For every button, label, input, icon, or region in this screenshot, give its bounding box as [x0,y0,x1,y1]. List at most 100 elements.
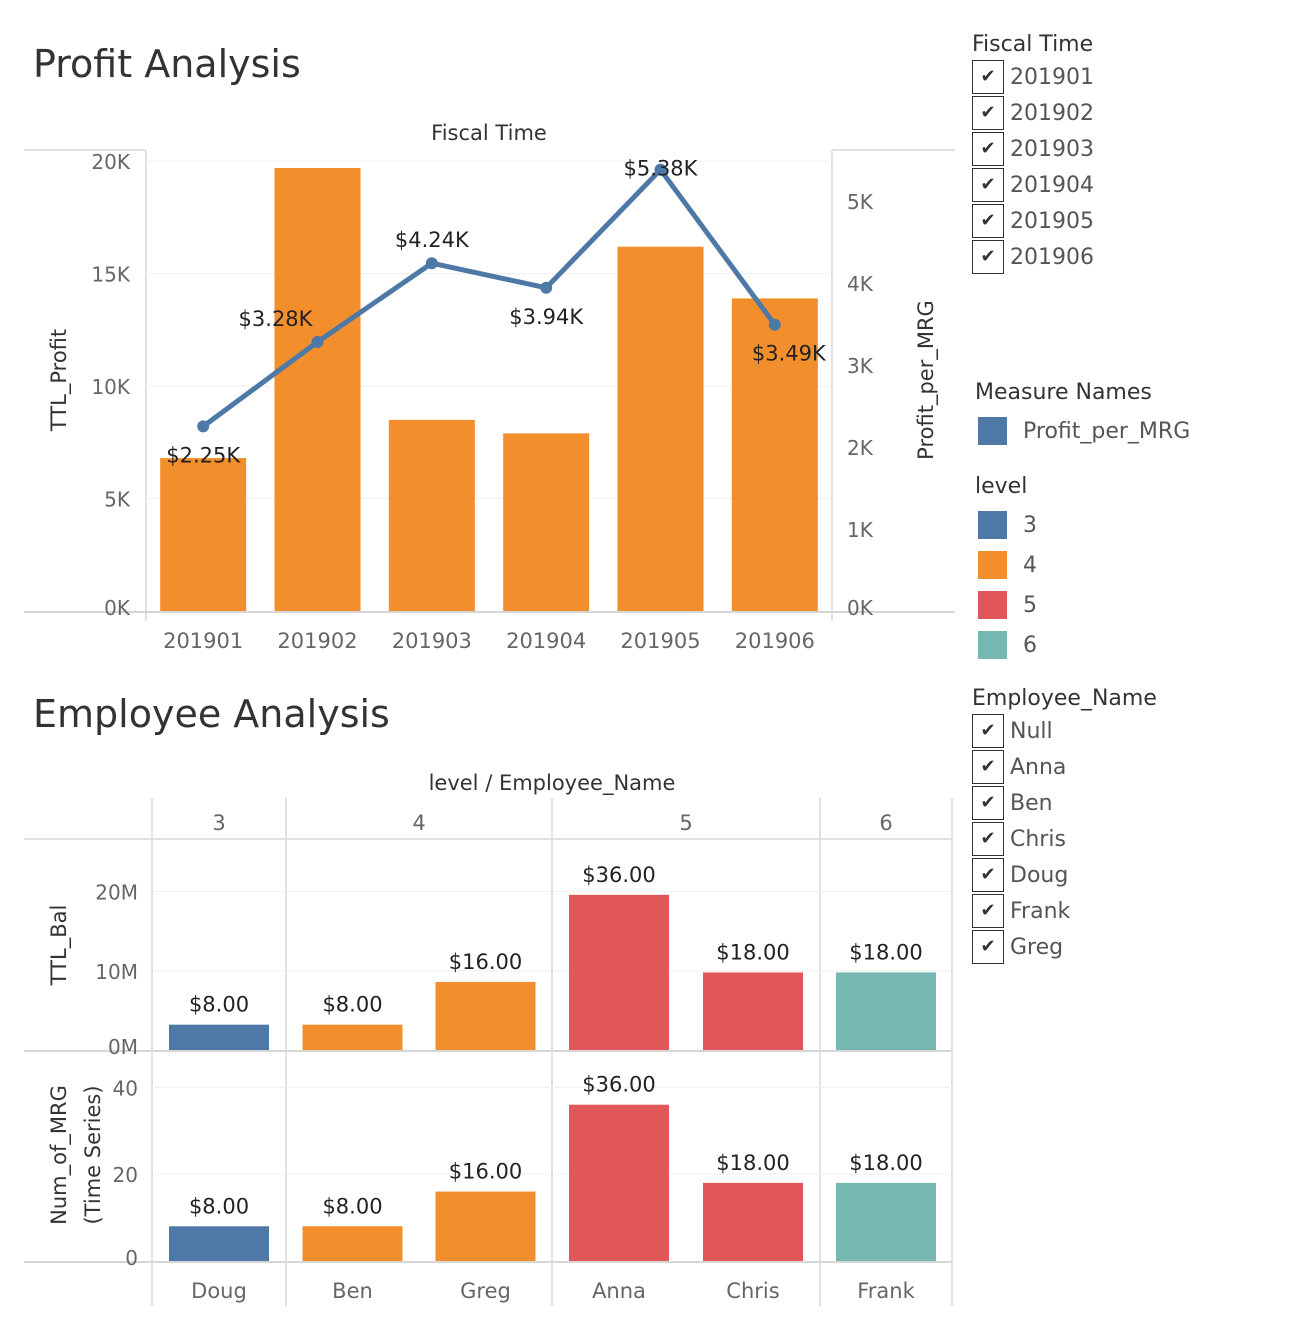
chart-header-fiscal-time: Fiscal Time [431,121,547,145]
legend-swatch [978,417,1007,445]
profit-per-mrg-point [311,335,324,348]
employee-name-label: Frank [857,1279,915,1303]
employee-name-option[interactable]: ✔ Null [972,713,1157,749]
employee-bar [302,1226,403,1261]
employee-bar [302,1024,403,1050]
checkbox-checked-icon[interactable]: ✔ [972,821,1004,856]
fiscal-time-filter: Fiscal Time ✔ 201901 ✔ 201902 ✔ 201903 ✔ 201904… [972,32,1094,275]
bar-data-label: $18.00 [716,1151,789,1175]
fiscal-time-option[interactable]: ✔ 201904 [972,167,1094,203]
employee-bar [836,1182,936,1261]
profit-per-mrg-point [425,257,438,270]
left-axis-tick-label: 10K [91,375,130,399]
checkbox-checked-icon[interactable]: ✔ [972,857,1004,892]
fiscal-time-option[interactable]: ✔ 201905 [972,203,1094,239]
employee-bar [703,972,803,1050]
level-legend-item: 3 [975,505,1037,545]
employee-name-option[interactable]: ✔ Greg [972,929,1157,965]
checkbox-checked-icon[interactable]: ✔ [972,239,1004,274]
level-header: 6 [879,811,892,835]
legend-label: Profit_per_MRG [1023,418,1191,444]
fiscal-time-option-label: 201901 [1010,64,1094,90]
checkbox-checked-icon[interactable]: ✔ [972,785,1004,820]
fiscal-time-option[interactable]: ✔ 201901 [972,59,1094,95]
y-tick-label: 0 [125,1246,138,1270]
right-axis-title: Profit_per_MRG [914,300,939,460]
level-legend-item: 5 [975,585,1037,625]
bar-data-label: $18.00 [716,940,789,964]
profit-bar [503,433,590,611]
employee-name-option-label: Greg [1010,934,1064,960]
employee-name-filter-title: Employee_Name [972,686,1157,711]
profit-per-mrg-data-label: $2.25K [166,443,241,467]
legend-swatch [978,591,1007,619]
profit-per-mrg-point [197,420,210,433]
employee-name-option[interactable]: ✔ Chris [972,821,1157,857]
fiscal-time-option-label: 201904 [1010,172,1094,198]
fiscal-time-option[interactable]: ✔ 201906 [972,239,1094,275]
profit-bar [160,458,247,611]
profit-bar [388,419,475,611]
fiscal-time-option[interactable]: ✔ 201902 [972,95,1094,131]
level-header: 3 [212,811,225,835]
employee-name-filter: Employee_Name ✔ Null ✔ Anna ✔ Ben ✔ Chris ✔ Doug ✔… [972,686,1157,965]
level-legend-item: 6 [975,625,1037,665]
bar-data-label: $16.00 [449,950,522,974]
profit-analysis-title: Profit Analysis [33,42,301,86]
right-axis-tick-label: 1K [847,518,874,542]
fiscal-time-option-label: 201903 [1010,136,1094,162]
right-axis-tick-label: 2K [847,436,874,460]
employee-name-option[interactable]: ✔ Doug [972,857,1157,893]
legend-swatch [978,631,1007,659]
y-axis-title: Num_of_MRG [47,1085,72,1225]
employee-name-label: Doug [191,1279,247,1303]
left-axis-title: TTL_Profit [47,329,72,432]
employee-name-option-label: Frank [1010,898,1071,924]
profit-bar [274,167,361,612]
profit-per-mrg-data-label: $3.94K [509,305,584,329]
employee-name-option-label: Chris [1010,826,1066,852]
checkbox-checked-icon[interactable]: ✔ [972,749,1004,784]
measure-legend-item: Profit_per_MRG [975,411,1190,451]
level-header: 4 [412,811,425,835]
checkbox-checked-icon[interactable]: ✔ [972,95,1004,130]
x-tick-label: 201903 [392,629,472,653]
profit-chart: Fiscal Time 0K 5K 10K 15K 20K 0K 1K 2K 3K 4K 5K TTL_… [24,121,955,653]
left-axis-tick-label: 0K [104,596,131,620]
y-tick-label: 0M [108,1035,138,1059]
employee-name-option[interactable]: ✔ Ben [972,785,1157,821]
bar-data-label: $16.00 [449,1160,522,1184]
checkbox-checked-icon[interactable]: ✔ [972,929,1004,964]
employee-name-option[interactable]: ✔ Anna [972,749,1157,785]
employee-name-option-label: Ben [1010,790,1053,816]
checkbox-checked-icon[interactable]: ✔ [972,59,1004,94]
employee-name-option-label: Doug [1010,862,1069,888]
x-tick-label: 201905 [620,629,700,653]
fiscal-time-option-label: 201906 [1010,244,1094,270]
fiscal-time-option[interactable]: ✔ 201903 [972,131,1094,167]
profit-per-mrg-point [654,163,667,176]
y-axis-title-line2: (Time Series) [81,1085,105,1224]
legend-label: 6 [1023,632,1037,658]
y-tick-label: 40 [113,1076,138,1100]
level-legend: level 3 4 5 6 [975,474,1037,665]
employee-chart: level / Employee_Name 3 4 5 6 0M 10M 20M TTL_Bal… [24,771,953,1306]
profit-bar [731,298,818,611]
employee-bar [569,1104,669,1261]
checkbox-checked-icon[interactable]: ✔ [972,203,1004,238]
level-header: 5 [679,811,692,835]
checkbox-checked-icon[interactable]: ✔ [972,131,1004,166]
fiscal-time-option-label: 201902 [1010,100,1094,126]
x-tick-label: 201901 [163,629,243,653]
bar-data-label: $18.00 [849,1151,922,1175]
checkbox-checked-icon[interactable]: ✔ [972,893,1004,928]
checkbox-checked-icon[interactable]: ✔ [972,713,1004,748]
x-tick-label: 201902 [277,629,357,653]
profit-per-mrg-data-label: $3.28K [239,307,314,331]
bar-data-label: $8.00 [322,993,382,1017]
checkbox-checked-icon[interactable]: ✔ [972,167,1004,202]
legend-label: 3 [1023,512,1037,538]
employee-name-option[interactable]: ✔ Frank [972,893,1157,929]
profit-per-mrg-data-label: $4.24K [395,228,470,252]
left-axis-tick-label: 5K [104,488,131,512]
